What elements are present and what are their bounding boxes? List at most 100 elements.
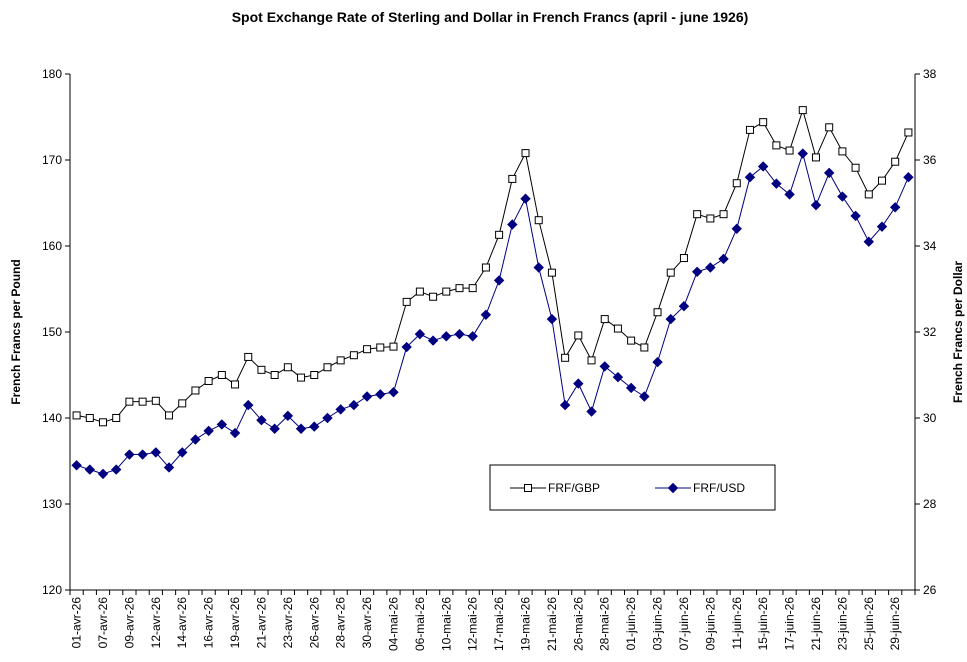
data-point [640, 343, 649, 352]
x-tick-label: 23-avr-26 [281, 597, 295, 649]
data-point [124, 449, 135, 460]
data-point [481, 263, 490, 272]
x-tick-label: 26-avr-26 [307, 597, 321, 649]
data-point [441, 331, 452, 342]
data-point [574, 331, 583, 340]
data-point [508, 174, 517, 183]
data-point [322, 412, 333, 424]
data-point [534, 216, 543, 225]
data-point [204, 377, 213, 386]
legend-label: FRF/USD [693, 481, 745, 495]
data-point [361, 391, 373, 402]
y-tick-label: 150 [42, 325, 62, 339]
data-point [429, 292, 438, 301]
data-point [150, 447, 162, 458]
data-point [891, 157, 900, 166]
x-tick-label: 14-avr-26 [175, 597, 189, 649]
y-tick-label: 120 [42, 583, 62, 597]
data-point [744, 171, 756, 183]
data-point [903, 171, 914, 183]
data-point [838, 147, 847, 156]
x-tick-label: 21-juin-26 [809, 597, 823, 651]
data-point [639, 391, 650, 402]
data-point [625, 382, 637, 394]
x-tick-label: 12-mai-26 [466, 597, 480, 651]
data-point [771, 178, 782, 189]
data-point [442, 287, 451, 296]
y-tick-label: 130 [42, 497, 62, 511]
data-point [349, 351, 358, 360]
data-point [309, 421, 320, 432]
data-point [310, 371, 319, 379]
data-point [823, 167, 835, 179]
data-point [665, 313, 676, 325]
data-point [84, 464, 96, 475]
data-point [229, 427, 241, 439]
data-point [177, 447, 188, 458]
data-point [468, 284, 477, 293]
data-point [719, 210, 728, 219]
data-point [467, 331, 478, 342]
data-point [72, 411, 81, 420]
series-line [76, 108, 909, 423]
data-point [759, 118, 768, 127]
data-point [825, 123, 834, 132]
x-tick-label: 01-avr-26 [70, 597, 84, 649]
data-point [375, 389, 386, 400]
data-point [335, 404, 346, 415]
data-point [191, 386, 200, 395]
y2-axis-title: French Francs per Dollar [951, 261, 965, 403]
x-tick-label: 07-juin-26 [677, 597, 691, 651]
legend: FRF/GBP FRF/USD [489, 464, 776, 511]
x-tick-label: 10-mai-26 [439, 597, 453, 651]
data-point [784, 189, 795, 200]
data-point [732, 179, 741, 188]
x-tick-label: 17-mai-26 [492, 597, 506, 651]
data-point [388, 386, 399, 398]
data-point [600, 315, 609, 324]
x-tick-label: 30-avr-26 [360, 597, 374, 649]
y2-tick-label: 38 [923, 67, 937, 81]
data-point [652, 356, 663, 368]
data-point [546, 313, 558, 325]
x-tick-label: 01-juin-26 [624, 597, 638, 651]
x-tick-label: 12-avr-26 [149, 597, 163, 649]
data-point [810, 199, 822, 211]
data-point [348, 399, 360, 411]
data-point [97, 468, 109, 480]
data-point [706, 214, 715, 223]
data-point [414, 328, 426, 340]
data-point [587, 356, 596, 365]
data-point [864, 190, 873, 199]
data-point [85, 414, 94, 422]
data-point [599, 361, 610, 372]
data-point [877, 176, 886, 185]
data-point [217, 371, 226, 379]
data-point [573, 378, 584, 389]
data-point [493, 275, 505, 286]
data-point [125, 397, 134, 406]
data-point [507, 219, 518, 230]
data-point [389, 342, 398, 351]
data-point [693, 210, 702, 219]
data-point [178, 399, 187, 408]
data-point [427, 335, 439, 346]
data-point [295, 423, 307, 434]
legend-marker [524, 484, 532, 492]
data-point [99, 418, 108, 427]
data-point [138, 397, 147, 406]
data-point [269, 423, 280, 434]
data-point [165, 411, 174, 420]
data-point [282, 410, 294, 422]
data-point [533, 262, 544, 273]
x-tick-label: 04-mai-26 [386, 597, 400, 651]
y-axis-title: French Francs per Pound [9, 259, 23, 404]
x-tick-label: 09-avr-26 [122, 597, 136, 649]
data-point [561, 353, 570, 362]
data-point [376, 343, 385, 352]
data-point [785, 146, 794, 155]
x-tick-label: 11-juin-26 [730, 597, 744, 650]
x-tick-label: 28-mai-26 [598, 597, 612, 651]
data-point [415, 287, 424, 296]
